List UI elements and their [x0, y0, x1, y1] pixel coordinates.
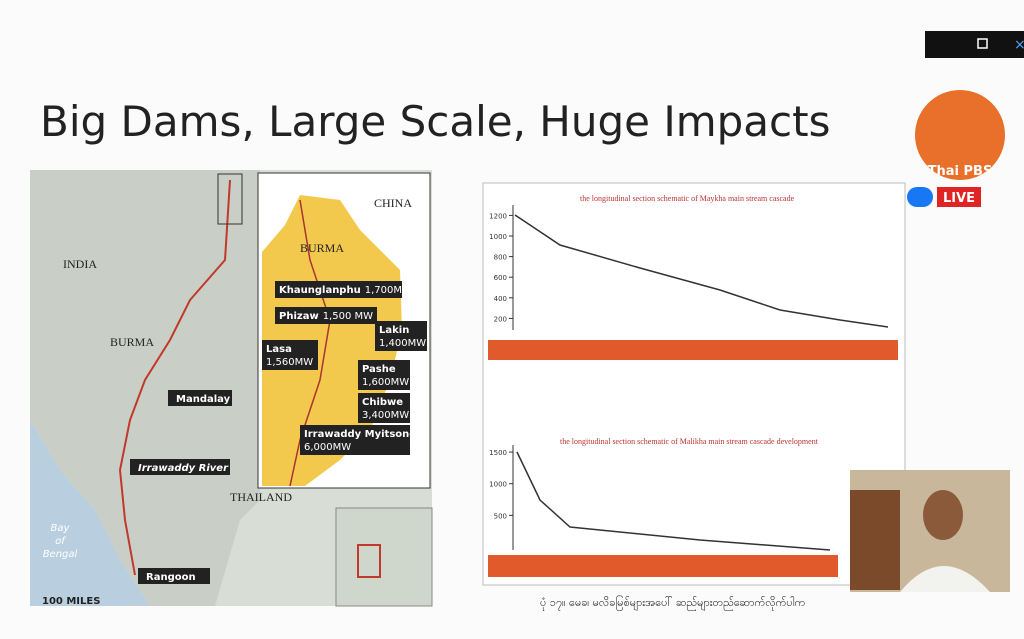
profiles [488, 205, 898, 577]
tick-label: 1000 [489, 481, 507, 489]
country-label: INDIA [63, 257, 97, 271]
webcam [850, 470, 1010, 592]
sea-label: Bengal [43, 549, 78, 560]
country-label: BURMA [110, 335, 154, 349]
dam-capacity: 1,560MW [266, 357, 313, 368]
window-controls [925, 31, 1024, 58]
dam-name: Khaunglanphu [279, 285, 361, 296]
place-tag [168, 390, 232, 406]
dam-name: Irrawaddy Myitsone [304, 429, 416, 440]
place-tag [138, 568, 210, 584]
dam-tag [275, 281, 402, 298]
live-badge: LIVE [943, 191, 975, 206]
place-label: Rangoon [146, 572, 196, 583]
dam-capacity: 3,400MW [362, 410, 409, 421]
tick-label: 800 [494, 254, 507, 262]
dam-tag [275, 307, 377, 324]
dam-tag [375, 321, 427, 351]
tick-label: 200 [494, 315, 507, 323]
tick-label: 500 [494, 512, 507, 520]
tick-label: 1000 [489, 233, 507, 241]
dam-tag [358, 360, 410, 390]
schematic-figure [482, 182, 906, 586]
country-label: THAILAND [230, 490, 292, 504]
dam-name: Pashe [362, 364, 396, 375]
tick-label: 400 [494, 295, 507, 303]
dam-capacity: 1,500 MW [323, 311, 373, 322]
dam-capacity: 1,400MW [379, 338, 426, 349]
dam-label: Lakin 1,400MW [379, 325, 426, 349]
dam-label: Pashe 1,600MW [362, 364, 409, 388]
tick-label: 1500 [489, 449, 507, 457]
dam-capacity: 6,000MW [304, 442, 351, 453]
dam-label: Phizaw 1,500 MW [279, 311, 373, 322]
schematic-title: the longitudinal section schematic of Ma… [560, 437, 819, 446]
dam-label: Khaunglanphu 1,700MW [279, 285, 412, 296]
broadcaster-logo [907, 90, 1005, 207]
dam-tag [262, 340, 318, 370]
dam-tag [358, 393, 410, 423]
tick-label: 600 [494, 274, 507, 282]
dam-name: Phizaw [279, 311, 319, 322]
place-tag [130, 459, 230, 475]
maximize-button[interactable] [977, 38, 988, 49]
dam-name: Lakin [379, 325, 409, 336]
close-button[interactable]: × [1014, 37, 1024, 53]
slide-title: Big Dams, Large Scale, Huge Impacts [40, 97, 830, 146]
dam-capacity: 1,700MW [365, 285, 412, 296]
dam-capacity: 1,600MW [362, 377, 409, 388]
country-label: CHINA [374, 196, 412, 210]
dam-label: Chibwe 3,400MW [362, 397, 409, 421]
dam-name: Chibwe [362, 397, 403, 408]
sea-label: of [55, 536, 66, 547]
sea-label: Bay [51, 523, 71, 534]
place-label: Mandalay [176, 394, 231, 405]
figure-caption: ပုံ ၁၇။ မေခ၊ မလိခမြစ်များအပေါ် ဆည်များတည… [540, 595, 806, 611]
dam-label: Lasa 1,560MW [266, 344, 313, 368]
dam-label: Irrawaddy Myitsone 6,000MW [304, 429, 416, 453]
schematic-title: the longitudinal section schematic of Ma… [580, 194, 795, 203]
brand: Thai PBS [928, 164, 993, 179]
tick-label: 1200 [489, 212, 507, 220]
country-label: BURMA [300, 241, 344, 255]
dam-tag [300, 425, 410, 455]
dam-name: Lasa [266, 344, 292, 355]
place-label: Irrawaddy River [138, 463, 229, 474]
map-scale: 100 MILES [42, 596, 100, 607]
